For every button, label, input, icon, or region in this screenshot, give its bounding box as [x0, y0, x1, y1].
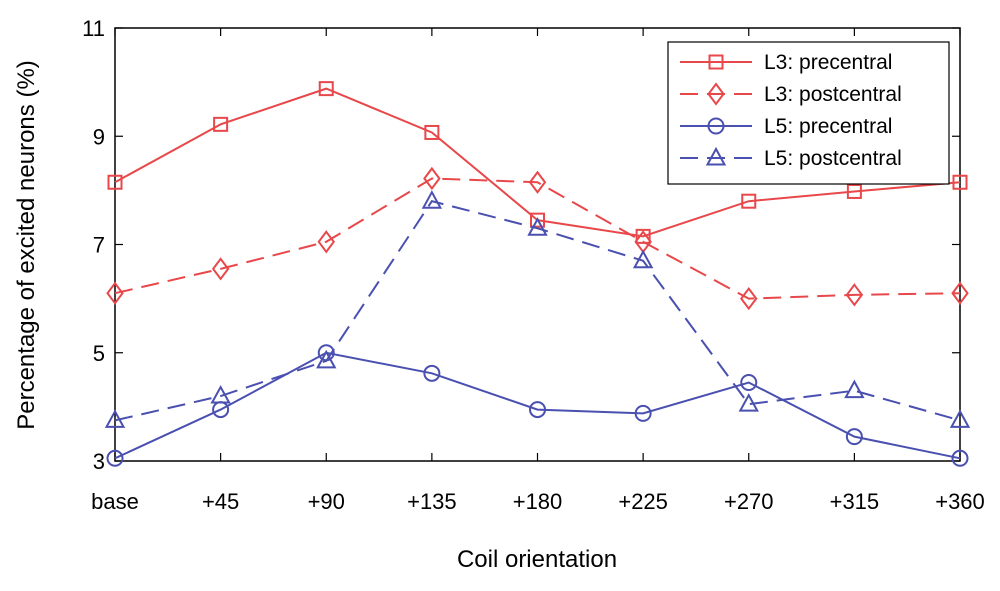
legend-label: L5: postcentral [764, 147, 902, 170]
legend-label: L3: precentral [764, 51, 892, 74]
data-point [316, 349, 337, 369]
x-tick-label: +270 [724, 489, 774, 514]
data-point [107, 174, 123, 190]
x-axis: base +45 +90 +135 +180 +225 +270 +315 +360 [91, 28, 985, 514]
data-point [213, 116, 229, 132]
data-point [740, 286, 758, 311]
x-tick-label: +225 [618, 489, 668, 514]
x-tick-label: +180 [513, 489, 563, 514]
data-point [741, 193, 757, 209]
legend-entry: L3: precentral [680, 51, 892, 74]
y-tick-label: 9 [93, 124, 105, 149]
legend-box [667, 41, 950, 185]
legend-entry: L3: postcentral [680, 82, 902, 106]
series-layer [104, 81, 971, 467]
x-tick-label: +315 [830, 489, 880, 514]
x-tick-label: +135 [407, 489, 457, 514]
data-point [951, 449, 969, 467]
data-point [845, 428, 863, 446]
y-axis: 3 5 7 9 11 [82, 16, 960, 474]
data-point [527, 217, 548, 236]
legend-entry: L5: postcentral [680, 146, 902, 170]
data-point [318, 81, 334, 97]
series-line [114, 200, 961, 422]
data-point [949, 409, 971, 428]
data-point [529, 401, 546, 419]
data-point [738, 393, 759, 412]
y-tick-label: 3 [93, 449, 105, 474]
data-point [317, 230, 335, 254]
y-tick-label: 5 [93, 341, 105, 366]
series-l5-precentral [106, 344, 969, 467]
y-axis-title: Percentage of excited neurons (%) [13, 60, 40, 430]
data-point [423, 364, 441, 382]
legend: L3: precentral L3: postcentral L5: precent… [667, 41, 950, 185]
data-point [740, 374, 758, 392]
legend-marker [707, 117, 725, 135]
data-point [634, 404, 652, 422]
data-point [211, 257, 230, 281]
data-point [952, 174, 968, 190]
series-l5-postcentral [104, 190, 971, 428]
data-point [632, 249, 654, 269]
y-tick-label: 7 [93, 233, 105, 258]
x-axis-title: Coil orientation [457, 546, 617, 573]
series-line [114, 177, 961, 300]
legend-marker [708, 54, 724, 70]
legend-marker [705, 146, 727, 166]
data-point [846, 183, 862, 199]
x-tick-label: +360 [935, 489, 985, 514]
legend-entry: L5: precentral [680, 115, 892, 138]
data-point [424, 124, 440, 140]
x-tick-label: +90 [308, 489, 345, 514]
x-tick-label: +45 [202, 489, 239, 514]
data-point [104, 409, 126, 428]
x-tick-label: base [91, 489, 139, 514]
series-l3-postcentral [106, 166, 969, 311]
data-point [530, 212, 545, 228]
legend-marker [707, 82, 725, 106]
data-point [210, 384, 231, 404]
series-line [114, 351, 961, 460]
data-point [423, 166, 441, 191]
data-point [106, 281, 124, 305]
data-point [421, 190, 443, 209]
y-tick-label: 11 [82, 16, 105, 41]
legend-label: L3: postcentral [764, 83, 902, 106]
data-point [528, 170, 547, 194]
data-point [845, 283, 864, 307]
data-point [951, 281, 969, 305]
legend-label: L5: precentral [764, 115, 892, 138]
data-point [106, 449, 124, 467]
data-point [844, 379, 865, 399]
